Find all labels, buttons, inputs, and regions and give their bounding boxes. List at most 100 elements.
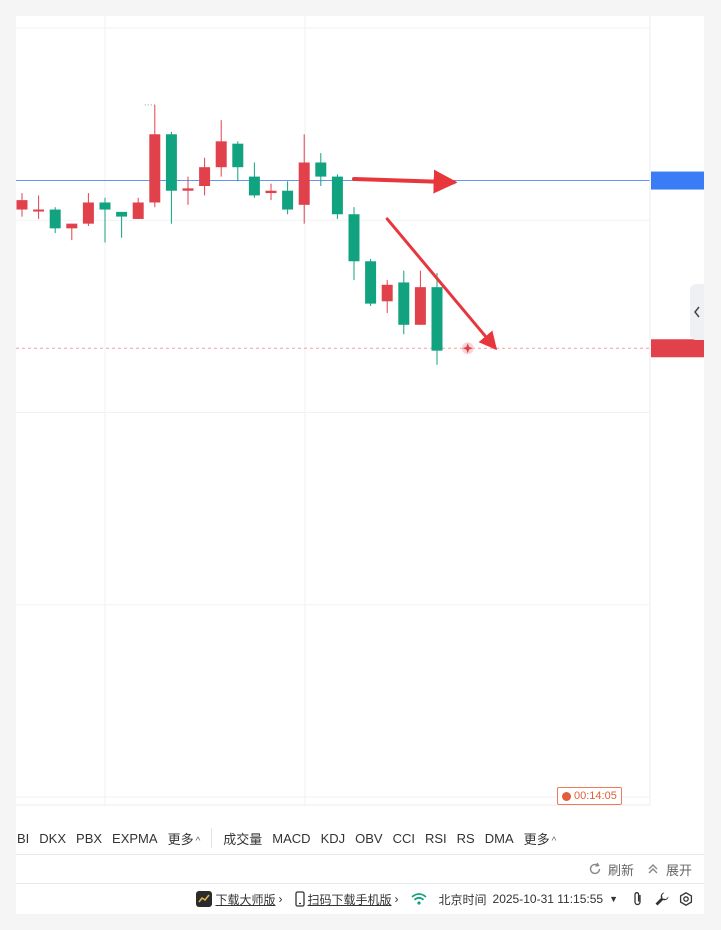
sub-indicator-6[interactable]: RS — [456, 830, 475, 846]
wifi-icon — [410, 893, 427, 905]
candle-body — [282, 190, 294, 210]
main-indicator-bi[interactable]: BI — [17, 830, 30, 846]
candle — [265, 183, 277, 201]
candle — [66, 223, 78, 241]
double-chevron-up-icon — [648, 864, 658, 874]
candle-body — [232, 143, 244, 168]
sub-indicator-3[interactable]: OBV — [355, 830, 383, 846]
candle — [315, 153, 327, 187]
candle — [398, 270, 410, 335]
candle — [365, 258, 377, 306]
sub-indicator-more-label: 更多 — [523, 831, 550, 847]
candle-body — [265, 190, 277, 194]
sub-indicator-7[interactable]: DMA — [484, 830, 514, 846]
time-selector[interactable]: 北京时间 2025-10-31 11:15:55 ▼ — [439, 891, 618, 908]
main-indicator-dkx[interactable]: DKX — [39, 830, 67, 846]
candle — [99, 197, 111, 243]
refresh-label: 刷新 — [607, 862, 634, 878]
trend-arrow — [385, 217, 498, 351]
countdown-text: 00:14:05 — [574, 790, 617, 802]
candle — [82, 193, 94, 227]
indicator-toolbar: BI DKX PBX EXPMA 更多 ^ 成交量 MACD KDJ OBV CCI RSI RS DMA… — [16, 822, 704, 855]
download-master-link[interactable]: 下载大师版 › — [196, 891, 283, 908]
candle-body — [248, 176, 260, 196]
refresh-button[interactable]: 刷新 — [588, 860, 634, 879]
sub-indicator-1[interactable]: MACD — [272, 830, 311, 846]
sub-indicator-4[interactable]: CCI — [392, 830, 415, 846]
sub-indicator-5[interactable]: RSI — [425, 830, 447, 846]
candle-body — [215, 141, 227, 168]
clock-icon — [562, 791, 571, 801]
candle-body — [149, 134, 161, 203]
chevron-right-icon: › — [394, 892, 399, 906]
candle-body — [365, 261, 377, 304]
candle-body — [33, 209, 45, 212]
candle-body — [398, 282, 410, 325]
expand-button[interactable]: 展开 — [646, 860, 692, 879]
candle — [298, 134, 310, 224]
candle — [199, 157, 211, 196]
chevron-left-icon — [694, 306, 700, 318]
download-master-text: 下载大师版 — [215, 892, 276, 907]
candle — [49, 207, 61, 234]
candle — [132, 197, 144, 219]
candle-body — [298, 162, 310, 205]
candle — [116, 211, 128, 238]
candle-body — [431, 287, 443, 351]
candle — [215, 120, 227, 177]
main-indicator-more[interactable]: 更多 ^ — [163, 829, 206, 848]
sub-indicator-0[interactable]: 成交量 — [223, 831, 263, 847]
candle — [381, 280, 393, 314]
candle-body — [414, 287, 426, 325]
expand-label: 展开 — [665, 862, 692, 878]
status-bar: 下载大师版 › 扫码下载手机版 › 北京时间 2025-10-31 11:15:… — [16, 884, 704, 914]
candle-body — [66, 223, 78, 229]
candle-body — [165, 134, 177, 191]
candle-body — [132, 202, 144, 219]
candle-body — [315, 162, 327, 177]
trend-arrow — [352, 169, 458, 194]
candle — [348, 207, 360, 281]
sub-indicator-more[interactable]: 更多 ^ — [519, 829, 562, 848]
candle-body — [381, 284, 393, 302]
wrench-icon[interactable] — [654, 891, 670, 907]
mobile-phone-icon — [294, 891, 305, 907]
candle — [414, 270, 426, 325]
paperclip-icon[interactable] — [630, 891, 646, 907]
candle — [33, 195, 45, 219]
candle-body — [49, 209, 61, 229]
refresh-icon — [589, 862, 601, 875]
candle-body — [199, 167, 211, 187]
candle — [248, 162, 260, 198]
master-app-icon — [196, 891, 213, 907]
main-indicator-more-label: 更多 — [167, 831, 194, 847]
download-mobile-link[interactable]: 扫码下载手机版 › — [294, 891, 399, 908]
toolbar-divider — [211, 828, 213, 848]
candle — [331, 174, 343, 219]
settings-icon[interactable] — [678, 891, 694, 907]
candle-body — [16, 200, 28, 210]
candle-body — [331, 176, 343, 215]
candle — [182, 176, 194, 205]
caret-up-icon: ^ — [551, 835, 557, 847]
collapse-panel-handle[interactable] — [690, 284, 704, 340]
reference-price-tag — [651, 171, 704, 190]
main-indicator-expma[interactable]: EXPMA — [112, 830, 158, 846]
live-pulse-star-icon — [462, 343, 473, 354]
candle-body — [348, 214, 360, 262]
candle — [282, 181, 294, 215]
candlestick-chart[interactable] — [16, 16, 704, 822]
download-mobile-text: 扫码下载手机版 — [307, 892, 392, 907]
chevron-right-icon: › — [278, 892, 283, 906]
candle-body — [116, 211, 128, 217]
candle — [16, 193, 28, 217]
caret-down-icon: ▼ — [609, 894, 618, 904]
connection-status — [410, 893, 427, 905]
main-indicator-pbx[interactable]: PBX — [76, 830, 103, 846]
candle — [431, 273, 443, 365]
countdown-badge: 00:14:05 — [557, 787, 622, 805]
candle-body — [182, 188, 194, 191]
current-price-tag — [651, 339, 704, 358]
sub-indicator-2[interactable]: KDJ — [320, 830, 346, 846]
candle-body — [99, 202, 111, 210]
